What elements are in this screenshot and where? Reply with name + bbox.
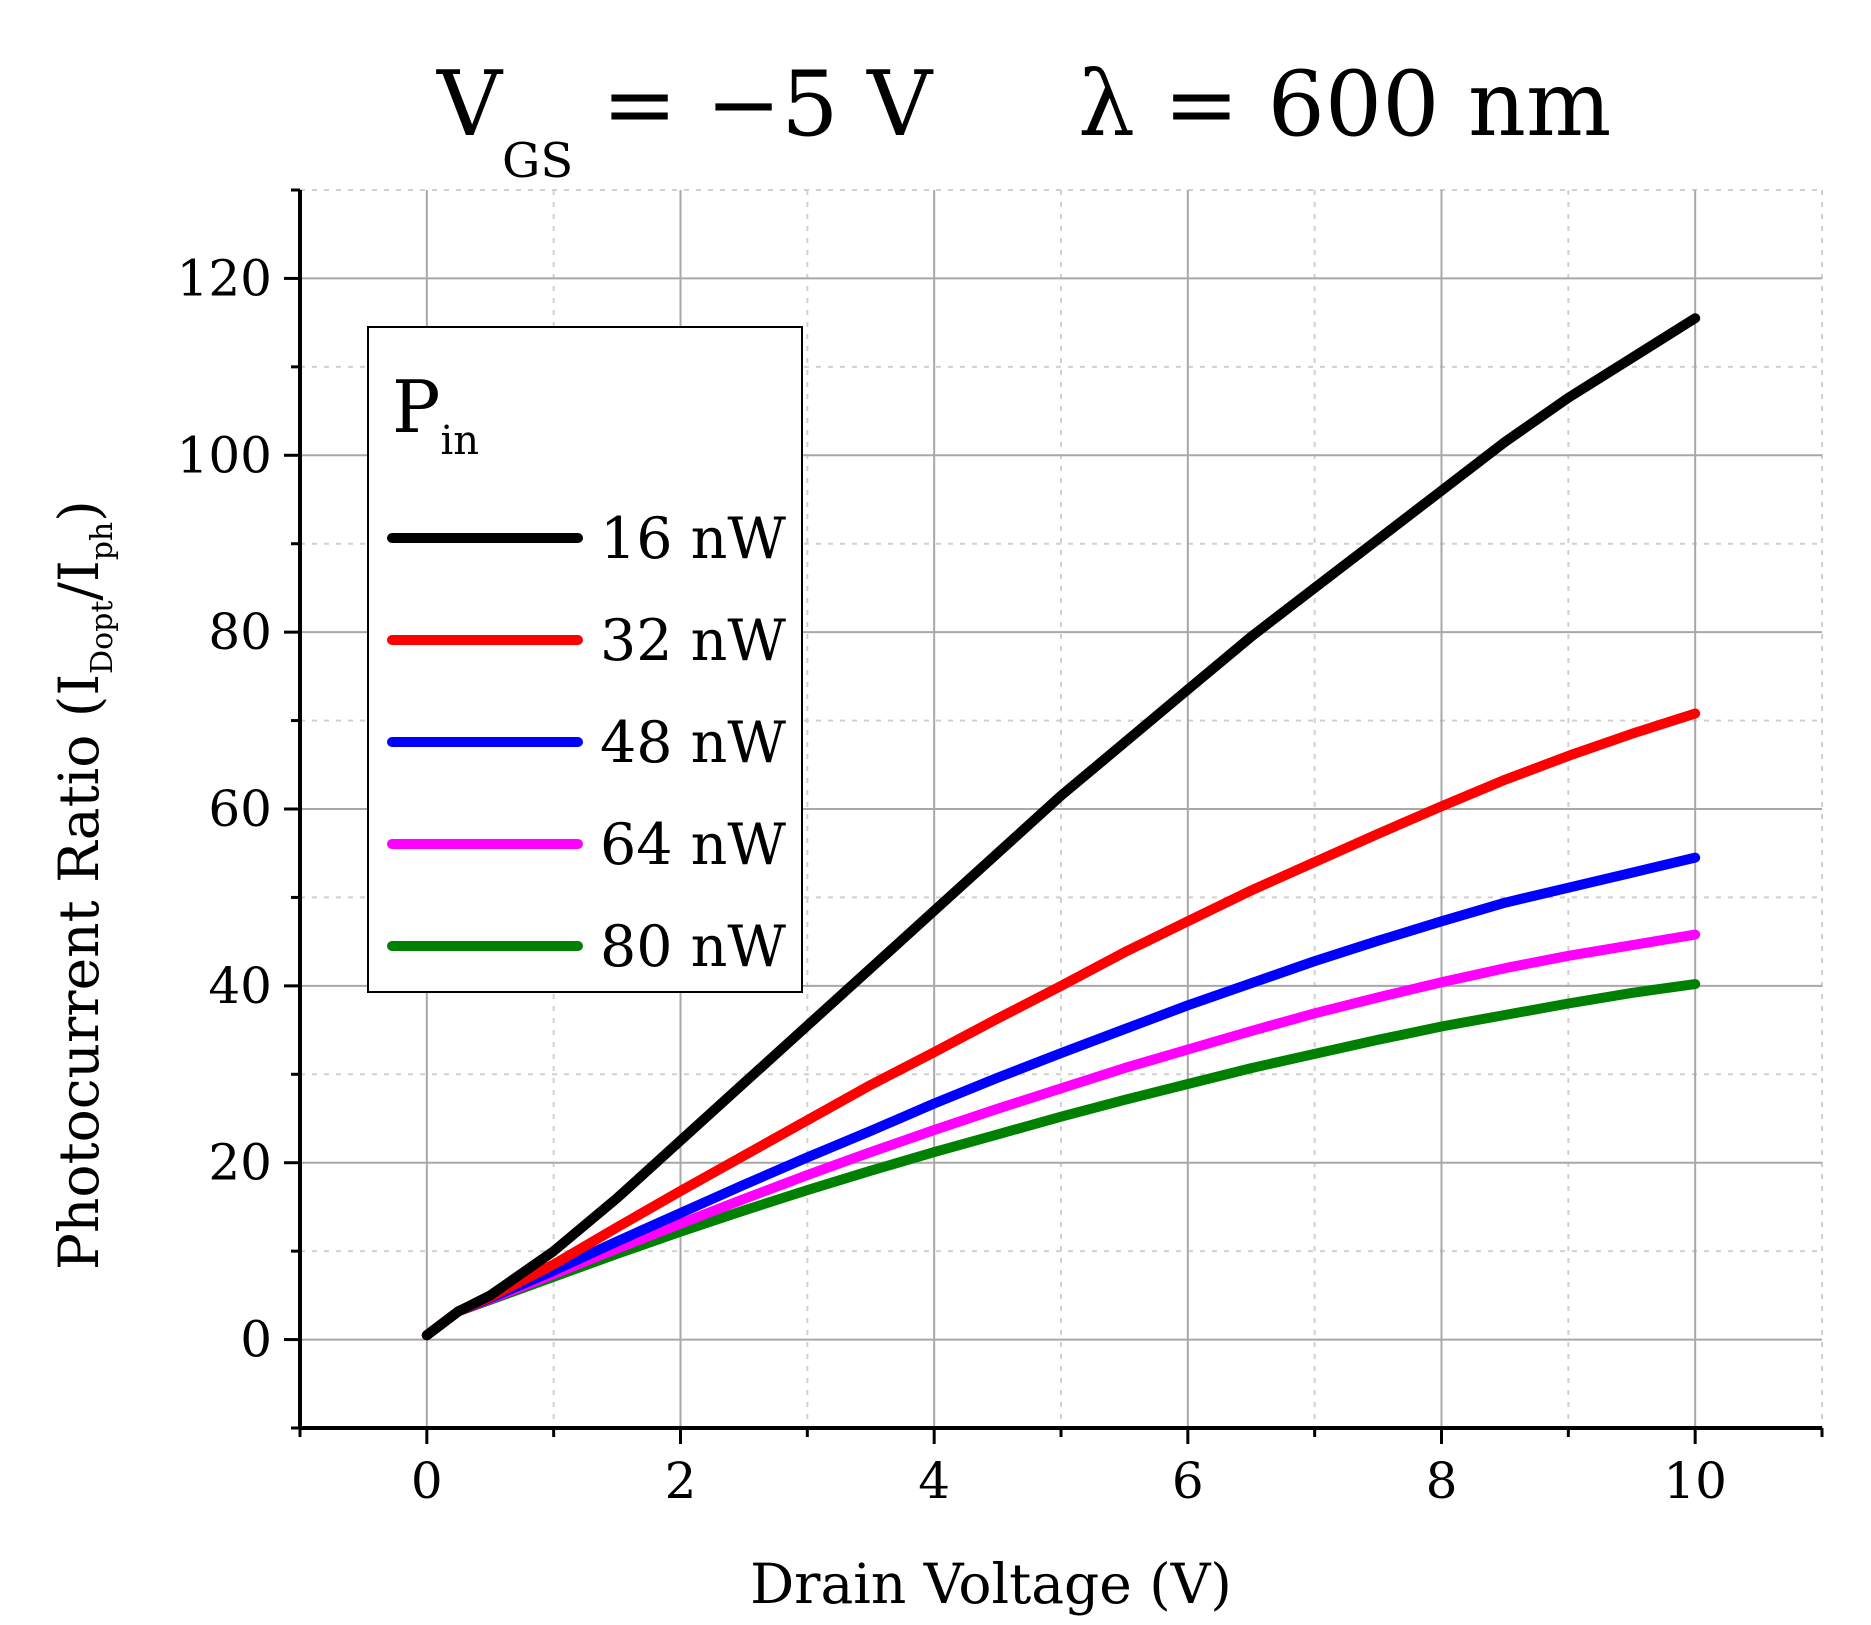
series-line-48-nw <box>421 852 1701 1341</box>
data-series <box>421 313 1701 1341</box>
axes <box>284 188 1824 1444</box>
title-vgs-value: = −5 V <box>573 52 934 157</box>
legend: Pin 16 nW 32 nW 48 nW 64 nW 80 nW <box>367 326 803 993</box>
series-line-16-nw <box>421 313 1701 1341</box>
chart-title: VGS = −5 V λ = 600 nm <box>436 52 1611 189</box>
y-tick-label: 40 <box>208 957 272 1015</box>
y-axis-title: Photocurrent Ratio (IDopt/Iph) <box>47 500 120 1270</box>
title-lambda: λ = 600 nm <box>1078 52 1611 157</box>
legend-title-sub: in <box>440 418 479 464</box>
y-tick-label: 120 <box>177 249 272 307</box>
y-axis-title-sub1: Dopt <box>85 601 120 674</box>
series-line-32-nw <box>421 708 1701 1341</box>
y-tick-label: 20 <box>208 1134 272 1192</box>
y-axis-title-mid: /I <box>47 560 111 600</box>
x-tick-label: 2 <box>665 1452 697 1510</box>
y-axis-title-end: ) <box>47 500 111 521</box>
legend-label-16-nw: 16 nW <box>600 506 786 572</box>
x-tick-label: 10 <box>1663 1452 1727 1510</box>
y-axis-title-main: Photocurrent Ratio (I <box>47 674 111 1270</box>
legend-title: Pin <box>392 365 479 464</box>
legend-box <box>367 326 803 993</box>
legend-title-main: P <box>392 365 440 449</box>
legend-label-48-nw: 48 nW <box>600 710 786 776</box>
y-tick-label: 0 <box>240 1311 272 1369</box>
x-tick-label: 0 <box>411 1452 443 1510</box>
title-vgs-main: V <box>436 52 504 157</box>
legend-label-80-nw: 80 nW <box>600 914 786 980</box>
y-tick-label: 100 <box>177 426 272 484</box>
x-tick-label: 4 <box>918 1452 950 1510</box>
title-vgs-sub: GS <box>502 133 573 189</box>
legend-items: 16 nW 32 nW 48 nW 64 nW 80 nW <box>387 506 786 980</box>
legend-label-32-nw: 32 nW <box>600 608 786 674</box>
y-tick-label: 60 <box>208 780 272 838</box>
y-tick-label: 80 <box>208 603 272 661</box>
x-tick-label: 8 <box>1426 1452 1458 1510</box>
y-axis-title-sub2: ph <box>85 522 120 561</box>
x-tick-label: 6 <box>1172 1452 1204 1510</box>
x-axis-title: Drain Voltage (V) <box>750 1552 1232 1616</box>
legend-label-64-nw: 64 nW <box>600 812 786 878</box>
